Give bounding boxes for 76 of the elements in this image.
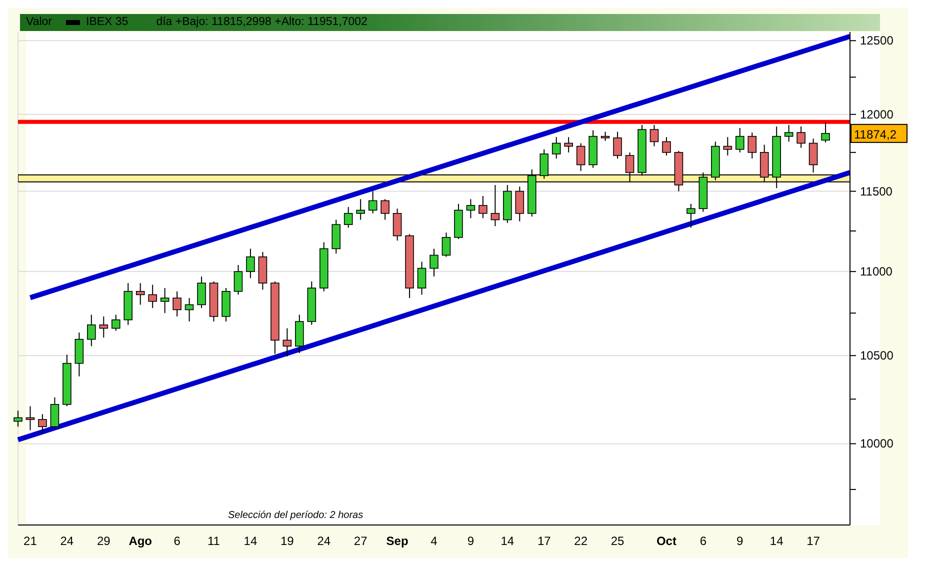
candlestick [356,198,365,220]
candlestick [796,126,806,148]
candlestick [111,314,120,332]
candlestick [515,186,524,222]
x-tick-label: 6 [700,534,707,548]
y-tick-label: 10000 [860,436,894,451]
candlestick [430,248,438,277]
candlestick [662,136,671,156]
annotation: Selección del período: 2 horas [228,510,364,521]
x-tick-label: 9 [736,534,744,548]
candlestick [735,127,744,153]
candlestick [184,298,194,322]
x-tick-label: 9 [467,534,474,548]
x-tick-label: 24 [60,534,74,548]
candlestick [686,203,696,228]
x-tick-label: Oct [656,534,676,548]
x-tick-label: 14 [500,534,514,548]
candlestick [344,206,353,228]
candlestick [136,282,145,306]
candlestick [87,314,96,347]
candlestick [723,136,732,156]
candlestick [784,124,794,142]
candlestick [38,414,47,434]
candlestick [417,261,426,296]
candlestick [99,316,108,338]
candlestick [392,208,402,242]
candlestick [160,288,170,314]
chart-title: Valor [26,15,52,30]
y-tick-label: 11000 [860,264,893,279]
candlestick [466,198,476,219]
candlestick [197,276,206,309]
x-tick-label: Ago [128,534,152,548]
x-tick-label: 24 [317,534,331,548]
candlestick [552,136,561,160]
y-tick-label: 12000 [860,107,894,122]
chart-subtitle: día +Bajo: 11815,2998 +Alto: 11951,7002 [156,15,368,30]
x-tick-label: 11 [208,534,220,548]
x-tick-label: 17 [806,534,820,548]
x-tick-label: 6 [174,534,181,548]
candlestick [148,284,157,309]
x-tick-label: 19 [280,534,294,548]
candlestick [490,184,500,227]
y-tick-label: 12500 [860,34,894,48]
candlestick [576,142,586,172]
x-tick-label: Sep [386,534,408,548]
x-tick-label: 14 [244,534,258,548]
candlestick [613,131,622,160]
candlestick [172,290,182,317]
x-tick-label: 22 [574,534,588,548]
x-tick-label: 29 [96,534,111,548]
candlestick [650,124,659,147]
x-tick-label: 17 [537,534,552,548]
candlestick [50,396,60,429]
y-tick-label: 10500 [860,348,894,363]
candlestick [246,248,255,279]
candlestick [442,232,451,258]
candlestick [282,328,292,357]
candlestick [26,406,35,431]
candlestick [821,121,830,143]
x-tick-label: 21 [24,534,38,548]
candlestick [564,136,573,153]
candlestick [14,410,22,428]
candlestick [808,138,818,174]
candlestick [748,132,757,160]
candlestick [478,195,488,219]
x-tick-label: 14 [770,534,784,548]
candlestick [368,190,378,214]
candlestick [234,264,243,296]
x-tick-label: 4 [430,534,438,548]
y-tick-label: 11500 [860,184,893,198]
x-tick-label: 27 [354,534,368,548]
x-tick-label: 25 [610,534,625,548]
text: 11874,2 [854,127,897,142]
text: IBEX 35 [86,15,128,30]
candlestick [600,131,610,142]
candlestick [380,198,390,220]
